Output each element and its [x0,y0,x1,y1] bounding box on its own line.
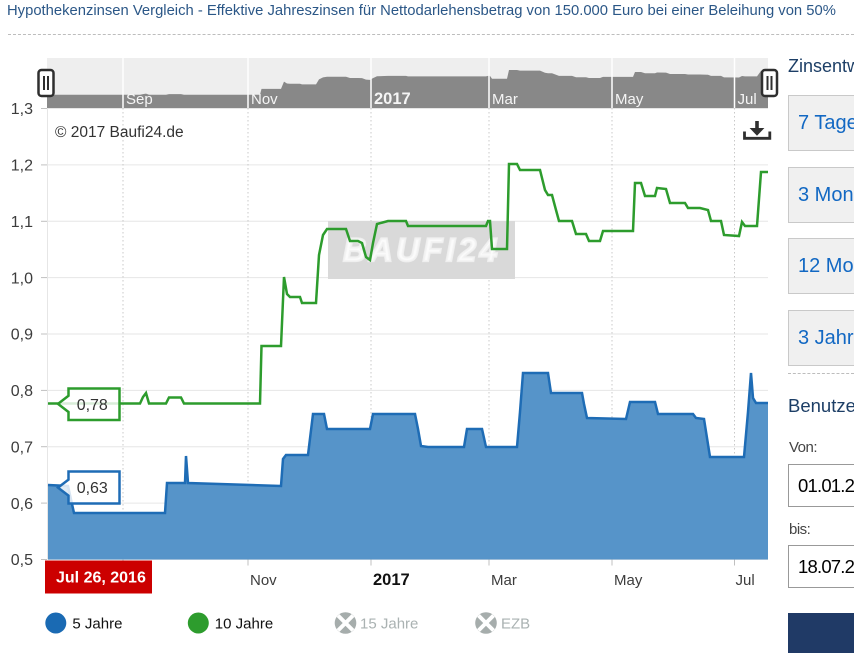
svg-text:0,78: 0,78 [77,397,108,414]
svg-text:Jul: Jul [738,91,757,108]
svg-text:10 Jahre: 10 Jahre [215,616,273,633]
svg-text:1,2: 1,2 [11,158,33,175]
svg-text:© 2017 Baufi24.de: © 2017 Baufi24.de [55,124,184,141]
svg-text:EZB: EZB [501,616,530,633]
svg-text:1,3: 1,3 [11,101,33,118]
svg-text:Jul: Jul [736,572,755,589]
svg-text:0,7: 0,7 [11,439,33,456]
svg-text:0,63: 0,63 [77,480,108,497]
svg-text:Mar: Mar [492,91,518,108]
svg-text:BAUFI24: BAUFI24 [343,232,501,268]
svg-text:5 Jahre: 5 Jahre [72,616,122,633]
svg-text:Nov: Nov [251,91,278,108]
svg-text:Jul 26, 2016: Jul 26, 2016 [56,570,146,587]
svg-text:0,8: 0,8 [11,383,33,400]
svg-text:Sep: Sep [126,91,153,108]
svg-text:2017: 2017 [374,90,411,108]
svg-text:May: May [614,572,643,589]
svg-text:Nov: Nov [250,572,277,589]
svg-text:May: May [615,91,644,108]
svg-text:1,1: 1,1 [11,214,33,231]
svg-text:0,5: 0,5 [11,552,33,569]
svg-text:1,0: 1,0 [11,270,33,287]
svg-text:0,9: 0,9 [11,327,33,344]
svg-text:2017: 2017 [373,571,410,589]
svg-text:0,6: 0,6 [11,496,33,513]
svg-text:Mar: Mar [491,572,517,589]
svg-text:15 Jahre: 15 Jahre [360,616,418,633]
